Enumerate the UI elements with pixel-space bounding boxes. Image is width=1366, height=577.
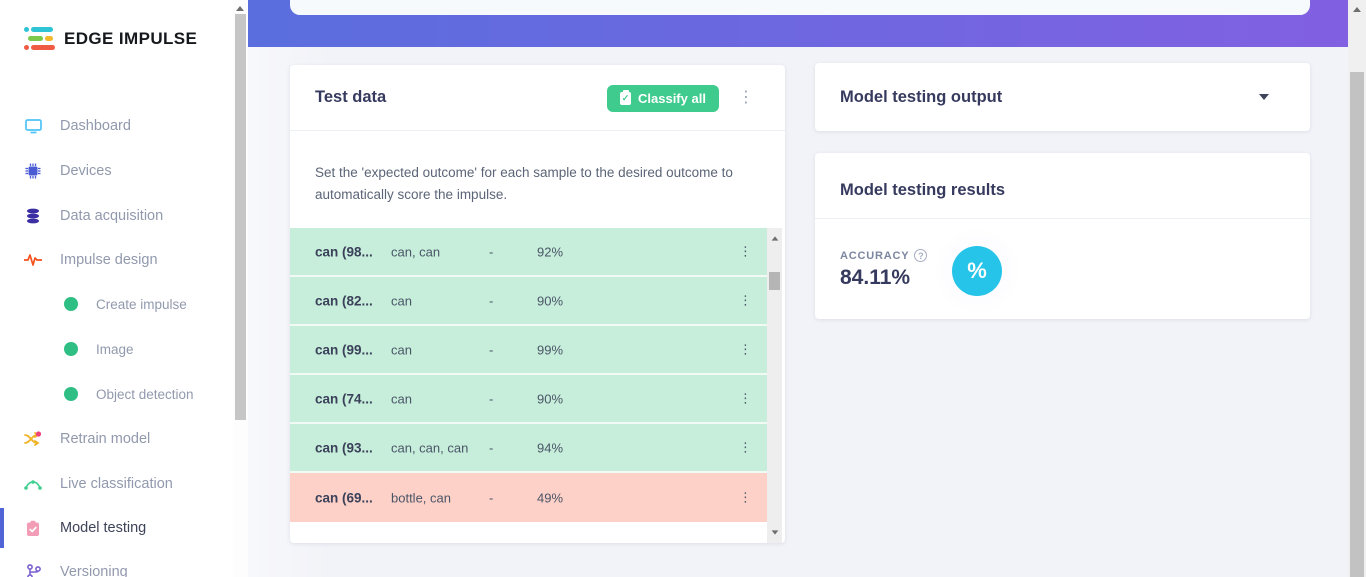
table-row[interactable]: can (93... can, can, can - 94% ⋮ <box>290 424 767 473</box>
precision-value: 90% <box>537 293 564 308</box>
expected-outcome[interactable]: bottle, can <box>391 490 451 505</box>
brand-name: EDGE IMPULSE <box>64 29 198 48</box>
green-dot-icon <box>62 295 80 313</box>
sidebar-item-retrain-model[interactable]: Retrain model <box>0 421 233 457</box>
sidebar-scrollbar-thumb[interactable] <box>235 14 246 420</box>
dashboard-icon <box>24 117 42 135</box>
sample-name: can (98... <box>315 244 373 259</box>
sample-length: - <box>489 440 494 455</box>
nodes-icon <box>24 475 42 493</box>
expected-outcome[interactable]: can <box>391 391 412 406</box>
table-row[interactable]: can (99... can - 99% ⋮ <box>290 326 767 375</box>
chip-icon <box>24 162 42 180</box>
page-scrollbar[interactable] <box>1348 0 1366 577</box>
green-dot-icon <box>62 385 80 403</box>
test-data-header: Test data ✓ Classify all ⋮ <box>290 65 785 131</box>
expected-outcome[interactable]: can <box>391 342 412 357</box>
top-banner-remainder <box>290 0 1310 15</box>
sample-length: - <box>489 391 494 406</box>
classify-all-button[interactable]: ✓ Classify all <box>607 85 719 112</box>
shuffle-icon <box>24 430 42 448</box>
test-samples-table: SAMPLE ... EXPECTED ... LEN... PRECISI..… <box>290 228 767 522</box>
percent-badge-icon: % <box>952 246 1002 296</box>
waveform-icon <box>24 251 42 269</box>
scroll-up-arrow-icon[interactable] <box>1353 7 1361 12</box>
accuracy-badge-halo: % <box>935 229 1019 313</box>
scroll-up-arrow-icon[interactable] <box>771 236 778 241</box>
sample-name: can (99... <box>315 342 373 357</box>
sample-name: can (93... <box>315 440 373 455</box>
precision-value: 99% <box>537 342 564 357</box>
test-data-description: Set the 'expected outcome' for each samp… <box>315 165 733 202</box>
sidebar-item-versioning[interactable]: Versioning <box>0 554 233 577</box>
page-scrollbar-thumb[interactable] <box>1350 72 1364 577</box>
clipboard-check-icon: ✓ <box>620 90 631 105</box>
divider <box>815 218 1310 219</box>
scroll-down-arrow-icon[interactable] <box>771 530 778 535</box>
precision-value: 94% <box>537 440 564 455</box>
panel-title: Model testing results <box>840 181 1006 199</box>
expected-outcome[interactable]: can, can, can <box>391 440 469 455</box>
table-row[interactable]: can (74... can - 90% ⋮ <box>290 375 767 424</box>
sidebar-item-object-detection[interactable]: Object detection <box>0 376 233 412</box>
table-row[interactable]: can (69... bottle, can - 49% ⋮ <box>290 473 767 522</box>
help-icon[interactable]: ? <box>914 249 928 262</box>
row-menu-button[interactable]: ⋮ <box>739 244 752 259</box>
panel-title: Test data <box>315 88 387 106</box>
row-menu-button[interactable]: ⋮ <box>739 391 752 406</box>
sidebar-item-devices[interactable]: Devices <box>0 153 233 189</box>
row-menu-button[interactable]: ⋮ <box>739 293 752 308</box>
sample-name: can (82... <box>315 293 373 308</box>
sidebar-item-image[interactable]: Image <box>0 331 233 367</box>
brand-logo[interactable]: EDGE IMPULSE <box>24 26 197 52</box>
sample-name: can (74... <box>315 391 373 406</box>
row-menu-button[interactable]: ⋮ <box>739 490 752 505</box>
panel-title: Model testing output <box>840 88 1003 106</box>
sidebar-item-dashboard[interactable]: Dashboard <box>0 108 233 144</box>
accuracy-label: ACCURACY ? <box>840 249 928 262</box>
database-icon <box>24 207 42 225</box>
sidebar: EDGE IMPULSE Dashboard Devices Data acqu… <box>0 0 233 577</box>
sidebar-item-model-testing[interactable]: Model testing <box>0 510 233 546</box>
precision-value: 49% <box>537 490 564 505</box>
table-row[interactable]: can (82... can - 90% ⋮ <box>290 277 767 326</box>
green-dot-icon <box>62 340 80 358</box>
sample-length: - <box>489 293 494 308</box>
panel-menu-button[interactable]: ⋮ <box>738 87 754 106</box>
sample-length: - <box>489 342 494 357</box>
clipboard-check-icon <box>24 519 42 537</box>
sidebar-item-impulse-design[interactable]: Impulse design <box>0 242 233 278</box>
precision-value: 92% <box>537 244 564 259</box>
row-menu-button[interactable]: ⋮ <box>739 440 752 455</box>
model-testing-output-panel[interactable]: Model testing output <box>815 63 1310 131</box>
sidebar-item-data-acquisition[interactable]: Data acquisition <box>0 198 233 234</box>
sample-length: - <box>489 244 494 259</box>
scroll-up-arrow-icon[interactable] <box>236 6 244 11</box>
expected-outcome[interactable]: can, can <box>391 244 441 259</box>
sample-length: - <box>489 490 494 505</box>
edge-impulse-logo-icon <box>24 26 56 52</box>
table-row[interactable]: can (98... can, can - 92% ⋮ <box>290 228 767 277</box>
classify-all-label: Classify all <box>638 91 706 106</box>
table-scrollbar[interactable] <box>767 228 782 543</box>
model-testing-results-panel: Model testing results ACCURACY ? 84.11% … <box>815 153 1310 319</box>
sidebar-scrollbar[interactable] <box>233 0 248 577</box>
active-nav-indicator <box>0 508 4 548</box>
test-data-panel: Test data ✓ Classify all ⋮ Set the 'expe… <box>290 65 785 543</box>
row-menu-button[interactable]: ⋮ <box>739 342 752 357</box>
branch-icon <box>24 563 42 577</box>
expected-outcome[interactable]: can <box>391 293 412 308</box>
accuracy-value: 84.11% <box>840 266 911 289</box>
sidebar-item-create-impulse[interactable]: Create impulse <box>0 286 233 322</box>
sample-name: can (69... <box>315 490 373 505</box>
precision-value: 90% <box>537 391 564 406</box>
chevron-down-icon[interactable] <box>1259 94 1269 100</box>
table-scrollbar-thumb[interactable] <box>769 272 780 290</box>
sidebar-item-live-classification[interactable]: Live classification <box>0 466 233 502</box>
